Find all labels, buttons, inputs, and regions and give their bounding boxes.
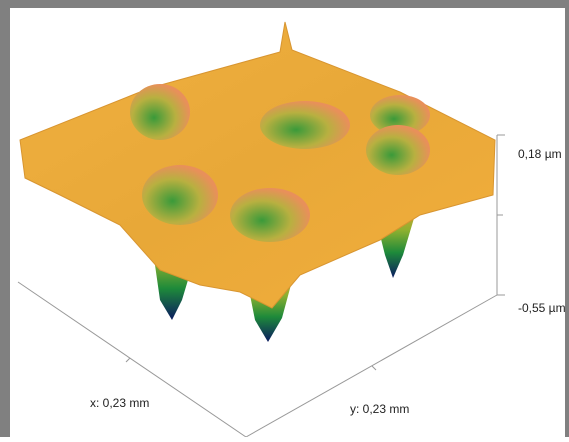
x-axis-label: x: 0,23 mm xyxy=(90,396,149,410)
pits xyxy=(130,84,430,242)
z-min-label: -0,55 µm xyxy=(518,301,566,315)
y-axis-label: y: 0,23 mm xyxy=(350,402,409,416)
z-max-label: 0,18 µm xyxy=(518,147,562,161)
axes-box xyxy=(17,134,505,438)
